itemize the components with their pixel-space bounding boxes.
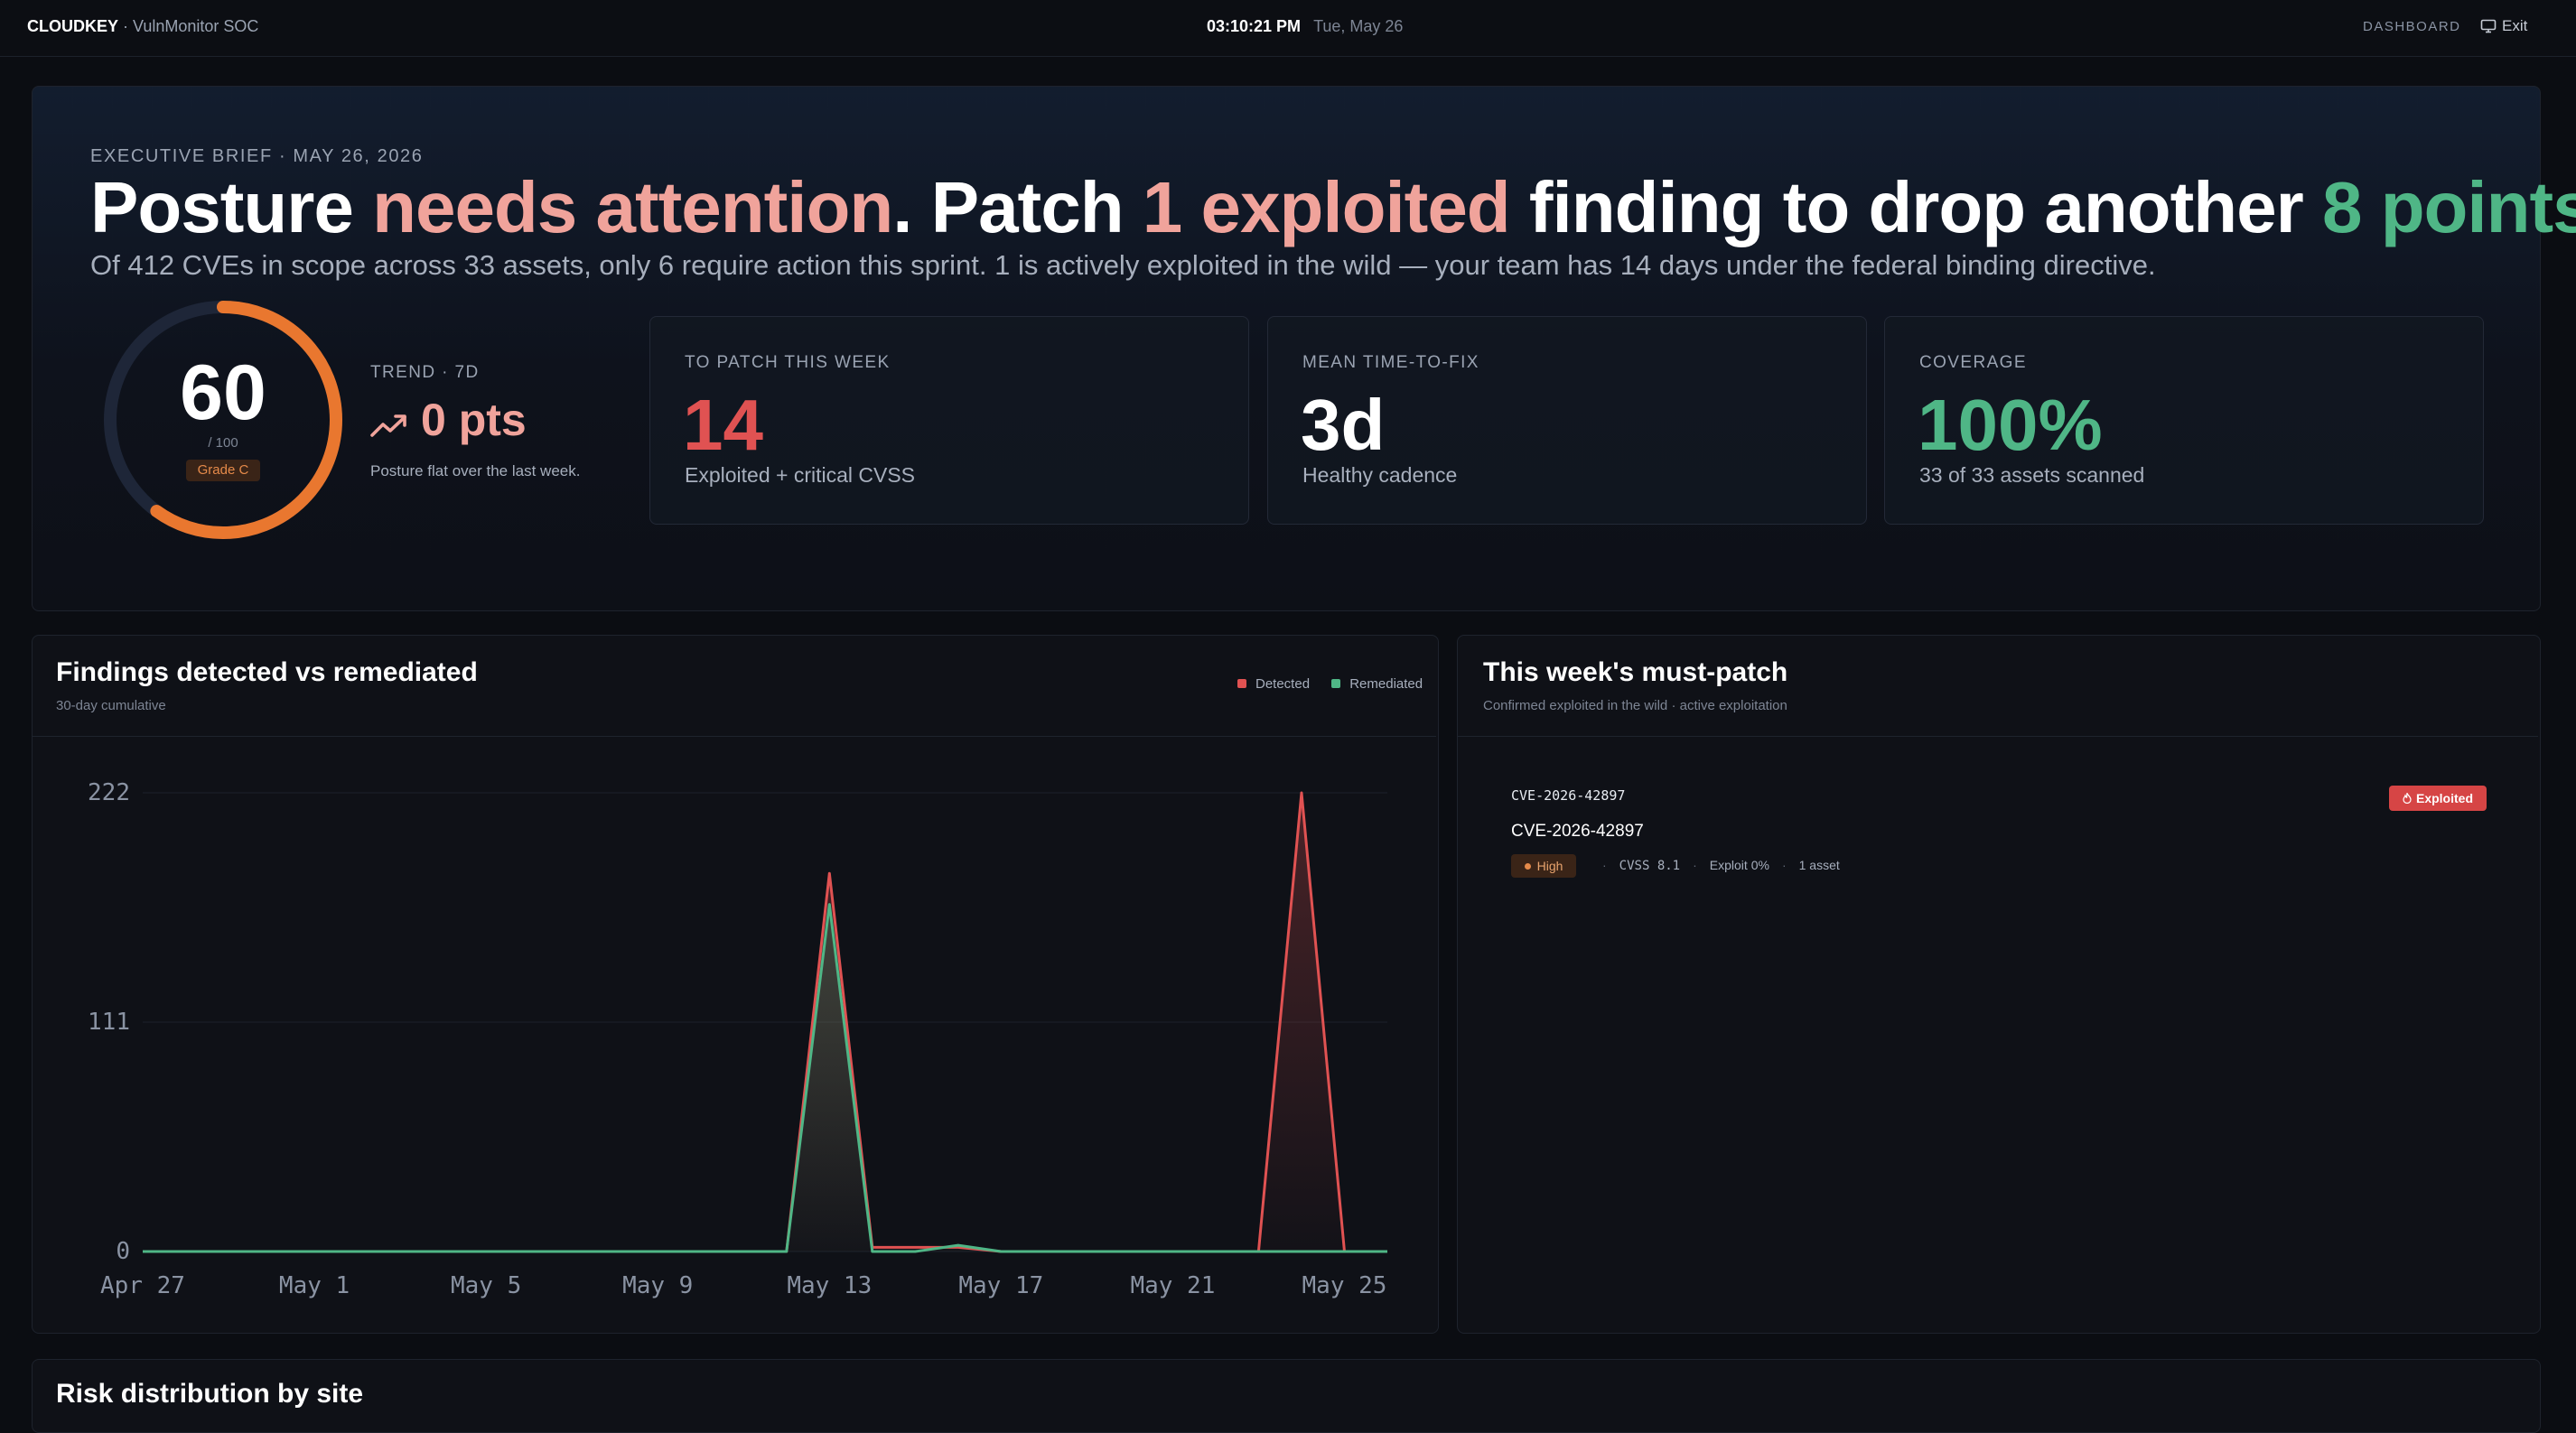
panel-divider xyxy=(33,736,1436,737)
clock: 03:10:21 PM Tue, May 26 xyxy=(1207,17,1403,36)
top-bar: CLOUDKEY · VulnMonitor SOC 03:10:21 PM Tu… xyxy=(0,0,2576,57)
monitor-icon xyxy=(2480,19,2497,33)
risk-distribution-title: Risk distribution by site xyxy=(56,1379,364,1409)
risk-distribution-panel xyxy=(32,1359,2541,1433)
cvss-score: CVSS 8.1 xyxy=(1619,859,1681,873)
severity-pill: High xyxy=(1511,854,1576,878)
trend-number: 0 pts xyxy=(421,395,527,445)
must-patch-subtitle: Confirmed exploited in the wild · active… xyxy=(1483,698,1787,713)
legend-item-remediated[interactable]: Remediated xyxy=(1331,676,1423,692)
kpi-value: 14 xyxy=(683,385,763,465)
brief-headline: Posture needs attention. Patch 1 exploit… xyxy=(90,164,2576,251)
flame-icon xyxy=(2403,791,2412,805)
y-tick-label: 0 xyxy=(116,1238,130,1265)
posture-score-max: / 100 xyxy=(208,435,238,451)
brand-name: CLOUDKEY xyxy=(27,17,119,35)
brief-summary: Of 412 CVEs in scope across 33 assets, o… xyxy=(90,249,2156,281)
series-area-remediated xyxy=(143,904,1387,1252)
exploited-badge: Exploited xyxy=(2389,786,2487,811)
x-tick-label: Apr 27 xyxy=(100,1272,185,1299)
x-tick-label: May 9 xyxy=(622,1272,693,1299)
nav-dashboard-link[interactable]: DASHBOARD xyxy=(2363,19,2461,34)
kpi-card-coverage: COVERAGE 100% 33 of 33 assets scanned xyxy=(1884,316,2484,525)
x-tick-label: May 1 xyxy=(279,1272,350,1299)
exit-label: Exit xyxy=(2502,17,2528,34)
clock-date: Tue, May 26 xyxy=(1313,17,1404,35)
kpi-subtext: 33 of 33 assets scanned xyxy=(1919,463,2145,487)
kpi-label: COVERAGE xyxy=(1919,353,2027,372)
x-tick-label: May 5 xyxy=(451,1272,521,1299)
kpi-subtext: Healthy cadence xyxy=(1302,463,1458,487)
meta-separator: · xyxy=(1781,858,1787,872)
headline-points: 8 points xyxy=(2321,167,2576,247)
legend-item-detected[interactable]: Detected xyxy=(1237,676,1310,692)
y-tick-label: 222 xyxy=(88,779,130,806)
gauge-fill xyxy=(104,301,342,539)
posture-score-gauge xyxy=(104,301,342,539)
severity-dot xyxy=(1524,863,1531,870)
kpi-value: 3d xyxy=(1301,385,1386,465)
severity-label: High xyxy=(1536,859,1563,873)
kpi-subtext: Exploited + critical CVSS xyxy=(685,463,916,487)
legend-label: Detected xyxy=(1255,676,1311,692)
cve-id[interactable]: CVE-2026-42897 xyxy=(1511,787,1626,804)
cve-title[interactable]: CVE-2026-42897 xyxy=(1511,822,1644,841)
cve-meta: · CVSS 8.1 · Exploit 0% · 1 asset xyxy=(1590,858,1840,873)
x-tick-label: May 21 xyxy=(1130,1272,1215,1299)
series-line-remediated xyxy=(143,903,1387,1253)
app-name: · VulnMonitor SOC xyxy=(118,17,259,35)
kpi-value: 100% xyxy=(1918,385,2103,465)
must-patch-panel xyxy=(1457,635,2541,1334)
meta-separator: · xyxy=(1602,858,1607,872)
trend-label: TREND · 7D xyxy=(370,363,480,382)
clock-time: 03:10:21 PM xyxy=(1207,17,1302,35)
exit-button[interactable]: Exit xyxy=(2480,17,2527,35)
legend-label: Remediated xyxy=(1349,676,1423,692)
legend-swatch xyxy=(1237,679,1246,688)
app-brand: CLOUDKEY · VulnMonitor SOC xyxy=(27,17,258,36)
headline-part: Posture xyxy=(90,167,373,247)
trend-note: Posture flat over the last week. xyxy=(370,462,581,479)
legend-swatch xyxy=(1331,679,1341,688)
must-patch-title: This week's must-patch xyxy=(1483,657,1788,687)
chart-subtitle: 30-day cumulative xyxy=(56,698,166,713)
findings-line-chart: 0 111 222 Apr 27 May 1 May 5 May 9 May 13 May 17… xyxy=(88,779,1387,1299)
findings-chart-panel xyxy=(32,635,1439,1334)
chart-legend: Detected Remediated xyxy=(1219,676,1423,692)
headline-part: . Patch xyxy=(892,167,1143,247)
kpi-card-to-patch: TO PATCH THIS WEEK 14 Exploited + critic… xyxy=(649,316,1249,525)
asset-count: 1 asset xyxy=(1798,858,1840,872)
trend-value: 0 pts xyxy=(370,394,527,446)
exploit-probability: Exploit 0% xyxy=(1709,858,1769,872)
grade-badge: Grade C xyxy=(186,460,260,481)
meta-separator: · xyxy=(1693,858,1697,872)
chart-title: Findings detected vs remediated xyxy=(56,657,478,687)
headline-status: needs attention xyxy=(372,167,893,247)
x-tick-label: May 13 xyxy=(787,1272,872,1299)
x-tick-label: May 25 xyxy=(1302,1272,1387,1299)
headline-exploited-count: 1 exploited xyxy=(1142,167,1511,247)
kpi-label: MEAN TIME-TO-FIX xyxy=(1302,353,1479,372)
y-tick-label: 111 xyxy=(88,1009,130,1036)
badge-label: Exploited xyxy=(2415,791,2473,805)
headline-part: finding to drop another xyxy=(1509,167,2322,247)
x-tick-label: May 17 xyxy=(958,1272,1043,1299)
brief-eyebrow: EXECUTIVE BRIEF · MAY 26, 2026 xyxy=(90,146,424,166)
kpi-card-time-to-fix: MEAN TIME-TO-FIX 3d Healthy cadence xyxy=(1267,316,1867,525)
kpi-label: TO PATCH THIS WEEK xyxy=(685,353,891,372)
posture-score: 60 xyxy=(180,349,266,436)
trending-up-icon xyxy=(370,414,406,437)
panel-divider xyxy=(1458,736,2538,737)
